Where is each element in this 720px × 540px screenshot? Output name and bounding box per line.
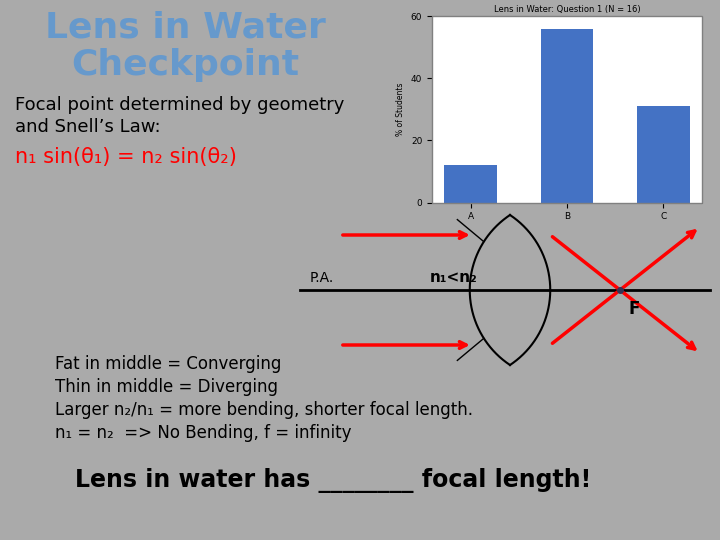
Bar — [444, 165, 498, 202]
Text: and Snell’s Law:: and Snell’s Law: — [15, 118, 161, 136]
Text: Thin in middle = Diverging: Thin in middle = Diverging — [55, 378, 278, 396]
Text: Checkpoint: Checkpoint — [71, 48, 299, 82]
Bar — [541, 29, 593, 202]
Text: Fat in middle = Converging: Fat in middle = Converging — [55, 355, 282, 373]
Y-axis label: % of Students: % of Students — [396, 83, 405, 136]
Text: P.A.: P.A. — [310, 271, 334, 285]
Title: Lens in Water: Question 1 (N = 16): Lens in Water: Question 1 (N = 16) — [494, 5, 640, 14]
Text: n₁<n₂: n₁<n₂ — [430, 270, 478, 285]
Text: Lens in Water: Lens in Water — [45, 10, 325, 44]
Text: n₁ sin(θ₁) = n₂ sin(θ₂): n₁ sin(θ₁) = n₂ sin(θ₂) — [15, 147, 237, 167]
Text: n₁ = n₂  => No Bending, f = infinity: n₁ = n₂ => No Bending, f = infinity — [55, 424, 351, 442]
Bar — [636, 106, 690, 202]
Text: Larger n₂/n₁ = more bending, shorter focal length.: Larger n₂/n₁ = more bending, shorter foc… — [55, 401, 473, 419]
Text: F: F — [628, 300, 639, 318]
Text: Focal point determined by geometry: Focal point determined by geometry — [15, 96, 344, 114]
Text: Lens in water has ________ focal length!: Lens in water has ________ focal length! — [75, 468, 591, 493]
